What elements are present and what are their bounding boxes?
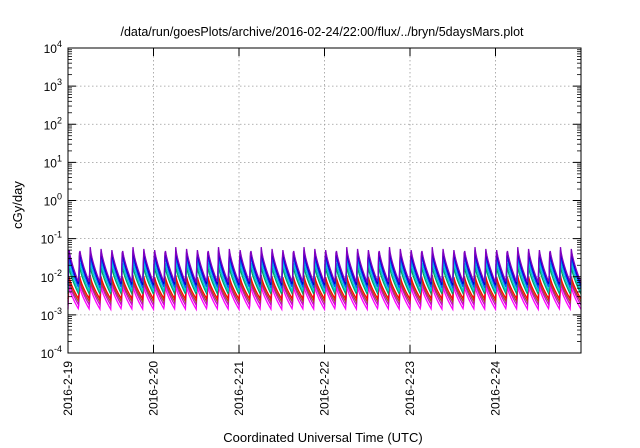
y-tick-label: 104 xyxy=(44,39,62,56)
series-line xyxy=(67,259,582,294)
y-tick-label: 103 xyxy=(44,77,62,94)
x-tick-label: 2016-2-19 xyxy=(61,361,75,416)
x-tick-label: 2016-2-20 xyxy=(147,361,161,416)
series-line xyxy=(67,275,582,302)
y-tick-label: 10-3 xyxy=(41,306,62,323)
x-tick-label: 2016-2-24 xyxy=(489,361,503,416)
data-series xyxy=(67,247,582,312)
series-line xyxy=(67,250,582,286)
x-tick-labels: 2016-2-19 2016-2-20 2016-2-21 2016-2-22 2016… xyxy=(61,361,503,416)
x-axis-label: Coordinated Universal Time (UTC) xyxy=(223,430,422,445)
y-tick-labels: 10-4 10-3 10-2 10-1 100 101 102 103 104 xyxy=(41,39,62,361)
axis-ticks xyxy=(67,47,581,354)
y-axis-label: cGy/day xyxy=(10,181,25,229)
y-tick-label: 10-4 xyxy=(41,344,62,361)
series-line xyxy=(67,278,582,305)
series-line xyxy=(67,253,582,289)
x-tick-label: 2016-2-21 xyxy=(232,361,246,416)
x-tick-label: 2016-2-23 xyxy=(403,361,417,416)
y-tick-label: 10-2 xyxy=(41,268,62,285)
chart-title: /data/run/goesPlots/archive/2016-02-24/2… xyxy=(120,25,524,39)
x-tick-label: 2016-2-22 xyxy=(318,361,332,416)
y-tick-label: 102 xyxy=(44,115,62,132)
y-tick-label: 10-1 xyxy=(41,230,62,247)
series-line xyxy=(67,247,582,283)
series-line xyxy=(67,265,582,297)
y-tick-label: 101 xyxy=(44,153,62,170)
series-line xyxy=(67,285,582,312)
y-tick-label: 100 xyxy=(44,192,62,209)
series-line xyxy=(67,280,582,308)
